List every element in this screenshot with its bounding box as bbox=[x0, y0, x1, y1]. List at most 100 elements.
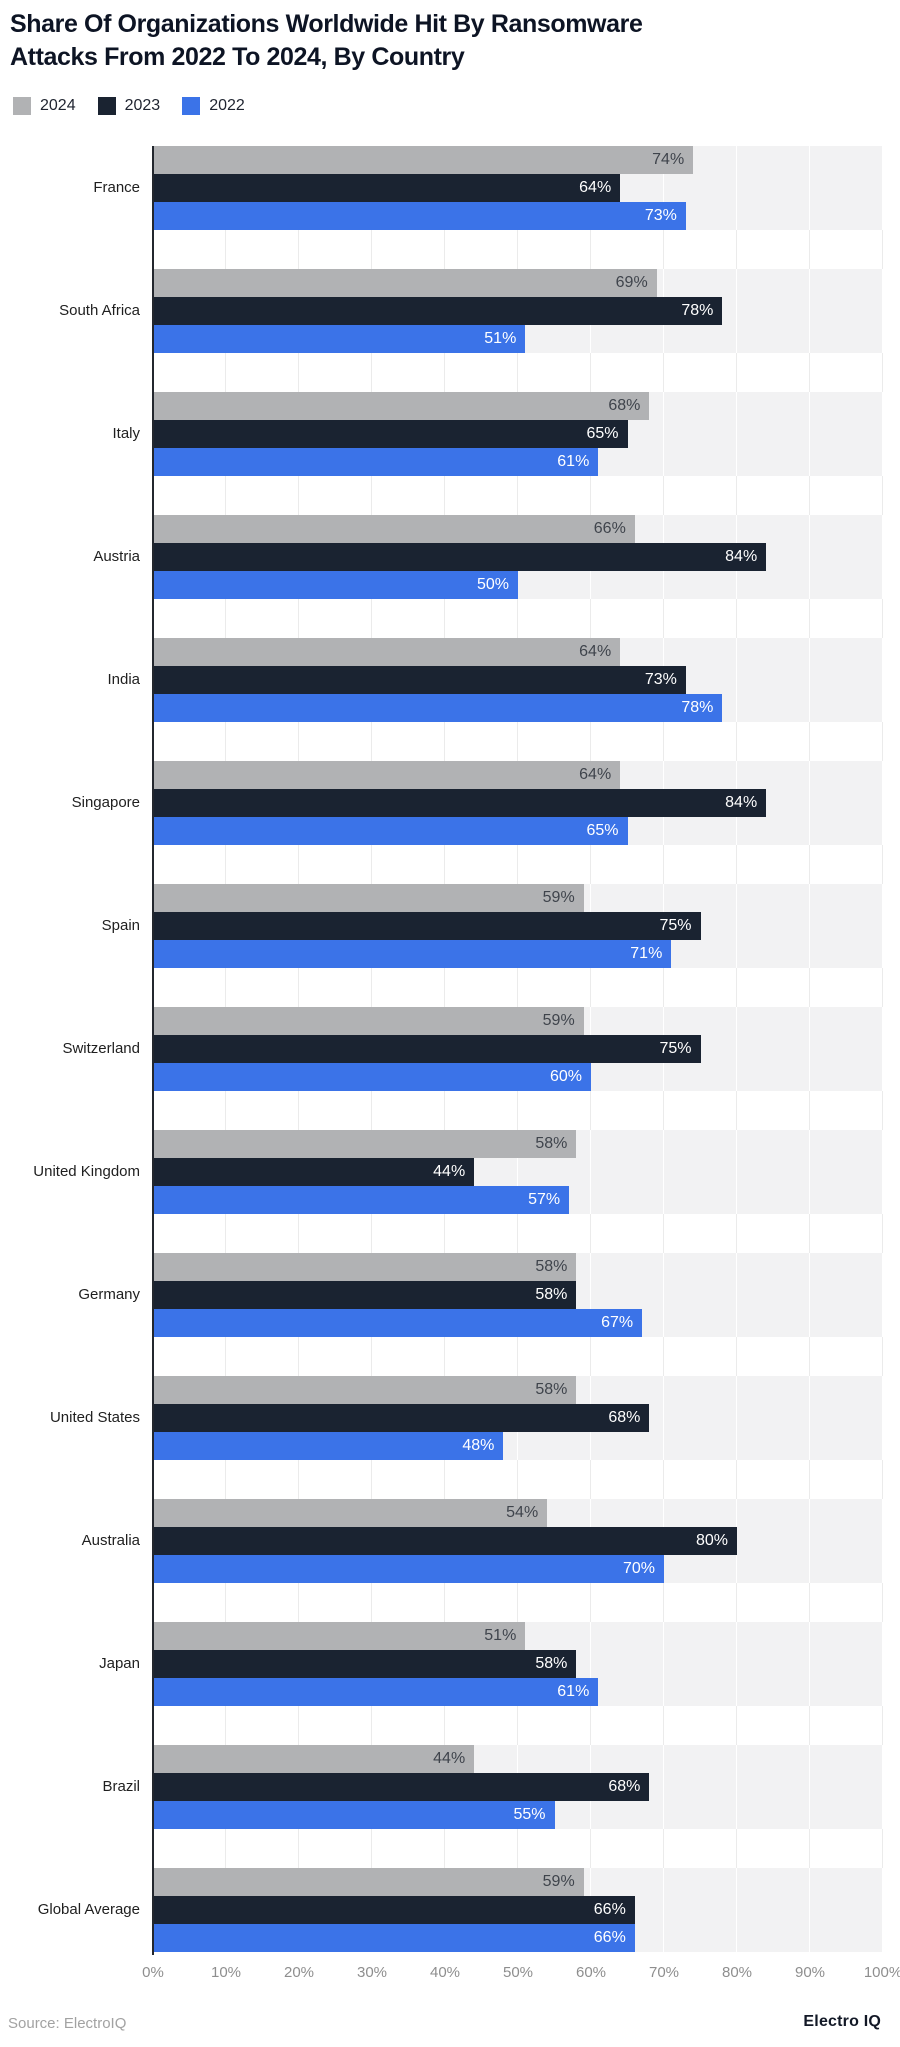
bar-value-label: 64% bbox=[579, 766, 612, 783]
bar-value-label: 73% bbox=[644, 671, 677, 688]
x-axis-tick-label: 70% bbox=[648, 1964, 680, 1981]
bar-value-label: 66% bbox=[593, 520, 626, 537]
brand-logo: Electro IQ bbox=[803, 2013, 881, 2030]
bar-value-label: 84% bbox=[725, 794, 758, 811]
plot-area: 74% 64% 73% 69% 78% 51% 68% 65% 61% 66% 84% 50% 64% 7… bbox=[153, 146, 883, 1952]
legend-item-2022[interactable]: 2022 bbox=[182, 97, 245, 115]
bar-2022: 65% bbox=[153, 817, 628, 845]
bar-2023: 65% bbox=[153, 420, 628, 448]
bar-2024: 58% bbox=[153, 1130, 577, 1158]
bar-value-label: 58% bbox=[535, 1381, 568, 1398]
legend-swatch-2022-icon bbox=[182, 97, 201, 115]
bar-2022: 57% bbox=[153, 1186, 570, 1214]
bar-value-label: 69% bbox=[615, 274, 648, 291]
x-axis-tick-label: 60% bbox=[575, 1964, 607, 1981]
bar-value-label: 65% bbox=[586, 425, 619, 442]
legend-item-2023[interactable]: 2023 bbox=[97, 97, 161, 115]
bar-2024: 58% bbox=[153, 1376, 577, 1404]
legend-swatch-2023-icon bbox=[97, 97, 116, 115]
bar-2022: 73% bbox=[153, 202, 686, 230]
bar-value-label: 58% bbox=[535, 1286, 568, 1303]
category-label: Switzerland bbox=[62, 1040, 140, 1057]
bar-2023: 58% bbox=[153, 1650, 577, 1678]
bar-2024: 64% bbox=[153, 761, 621, 789]
bar-2022: 60% bbox=[153, 1063, 591, 1091]
bar-2024: 59% bbox=[153, 1868, 584, 1896]
bar-value-label: 58% bbox=[535, 1135, 568, 1152]
bar-2024: 59% bbox=[153, 884, 584, 912]
country-group: 64% 73% 78% bbox=[153, 638, 883, 722]
bar-value-label: 61% bbox=[557, 453, 590, 470]
bar-value-label: 50% bbox=[476, 576, 509, 593]
source-text: Source: ElectroIQ bbox=[8, 2015, 127, 2032]
legend-label-2024: 2024 bbox=[40, 97, 76, 114]
bar-value-label: 68% bbox=[608, 1778, 641, 1795]
bar-2023: 58% bbox=[153, 1281, 577, 1309]
bar-value-label: 54% bbox=[506, 1504, 539, 1521]
bar-2022: 55% bbox=[153, 1801, 555, 1829]
country-group: 44% 68% 55% bbox=[153, 1745, 883, 1829]
country-group: 74% 64% 73% bbox=[153, 146, 883, 230]
bar-value-label: 59% bbox=[542, 1873, 575, 1890]
bar-2022: 48% bbox=[153, 1432, 504, 1460]
category-label: Australia bbox=[81, 1532, 140, 1549]
legend-swatch-2024-icon bbox=[13, 97, 31, 115]
category-label: France bbox=[93, 179, 140, 196]
bar-value-label: 66% bbox=[593, 1901, 626, 1918]
country-group: 58% 68% 48% bbox=[153, 1376, 883, 1460]
bar-2024: 58% bbox=[153, 1253, 577, 1281]
bar-value-label: 68% bbox=[608, 397, 641, 414]
bar-value-label: 68% bbox=[608, 1409, 641, 1426]
bar-value-label: 73% bbox=[644, 207, 677, 224]
x-axis-tick-label: 40% bbox=[429, 1964, 461, 1981]
country-group: 66% 84% 50% bbox=[153, 515, 883, 599]
category-label: United States bbox=[49, 1409, 140, 1426]
x-axis-tick-label: 80% bbox=[721, 1964, 753, 1981]
bar-value-label: 58% bbox=[535, 1258, 568, 1275]
legend-label-2023: 2023 bbox=[124, 97, 161, 114]
x-axis-tick-label: 90% bbox=[794, 1964, 826, 1981]
bar-value-label: 70% bbox=[622, 1560, 655, 1577]
bar-2024: 74% bbox=[153, 146, 694, 174]
chart-title: Share Of Organizations Worldwide Hit By … bbox=[10, 8, 643, 74]
chart-title-line-2: Attacks From 2022 To 2024, By Country bbox=[10, 43, 465, 71]
bar-2024: 64% bbox=[153, 638, 621, 666]
country-group: 54% 80% 70% bbox=[153, 1499, 883, 1583]
bar-2024: 54% bbox=[153, 1499, 548, 1527]
bar-value-label: 80% bbox=[695, 1532, 728, 1549]
bar-2023: 66% bbox=[153, 1896, 635, 1924]
country-group: 64% 84% 65% bbox=[153, 761, 883, 845]
country-group: 59% 75% 60% bbox=[153, 1007, 883, 1091]
country-group: 58% 44% 57% bbox=[153, 1130, 883, 1214]
bar-2024: 69% bbox=[153, 269, 657, 297]
bar-value-label: 71% bbox=[630, 945, 663, 962]
bar-2022: 67% bbox=[153, 1309, 643, 1337]
country-group: 51% 58% 61% bbox=[153, 1622, 883, 1706]
x-axis-tick-label: 50% bbox=[502, 1964, 534, 1981]
bar-value-label: 75% bbox=[659, 917, 692, 934]
bar-value-label: 51% bbox=[484, 1627, 517, 1644]
bar-2023: 68% bbox=[153, 1404, 650, 1432]
bar-2023: 73% bbox=[153, 666, 686, 694]
x-axis-tick-label: 20% bbox=[283, 1964, 315, 1981]
bar-2024: 59% bbox=[153, 1007, 584, 1035]
bar-value-label: 65% bbox=[586, 822, 619, 839]
country-group: 69% 78% 51% bbox=[153, 269, 883, 353]
bar-2023: 68% bbox=[153, 1773, 650, 1801]
category-label: Austria bbox=[93, 548, 140, 565]
bar-2022: 50% bbox=[153, 571, 518, 599]
bar-value-label: 64% bbox=[579, 643, 612, 660]
country-group: 59% 75% 71% bbox=[153, 884, 883, 968]
bar-value-label: 44% bbox=[433, 1750, 466, 1767]
x-axis-tick-label: 10% bbox=[210, 1964, 242, 1981]
legend-label-2022: 2022 bbox=[209, 97, 245, 114]
category-label: United Kingdom bbox=[33, 1163, 140, 1180]
bar-2022: 78% bbox=[153, 694, 723, 722]
bar-value-label: 67% bbox=[601, 1314, 634, 1331]
bar-2022: 51% bbox=[153, 325, 526, 353]
chart-title-line-1: Share Of Organizations Worldwide Hit By … bbox=[10, 10, 643, 38]
legend-item-2024[interactable]: 2024 bbox=[13, 97, 76, 115]
bar-value-label: 74% bbox=[652, 151, 685, 168]
country-group: 58% 58% 67% bbox=[153, 1253, 883, 1337]
bar-2023: 78% bbox=[153, 297, 723, 325]
